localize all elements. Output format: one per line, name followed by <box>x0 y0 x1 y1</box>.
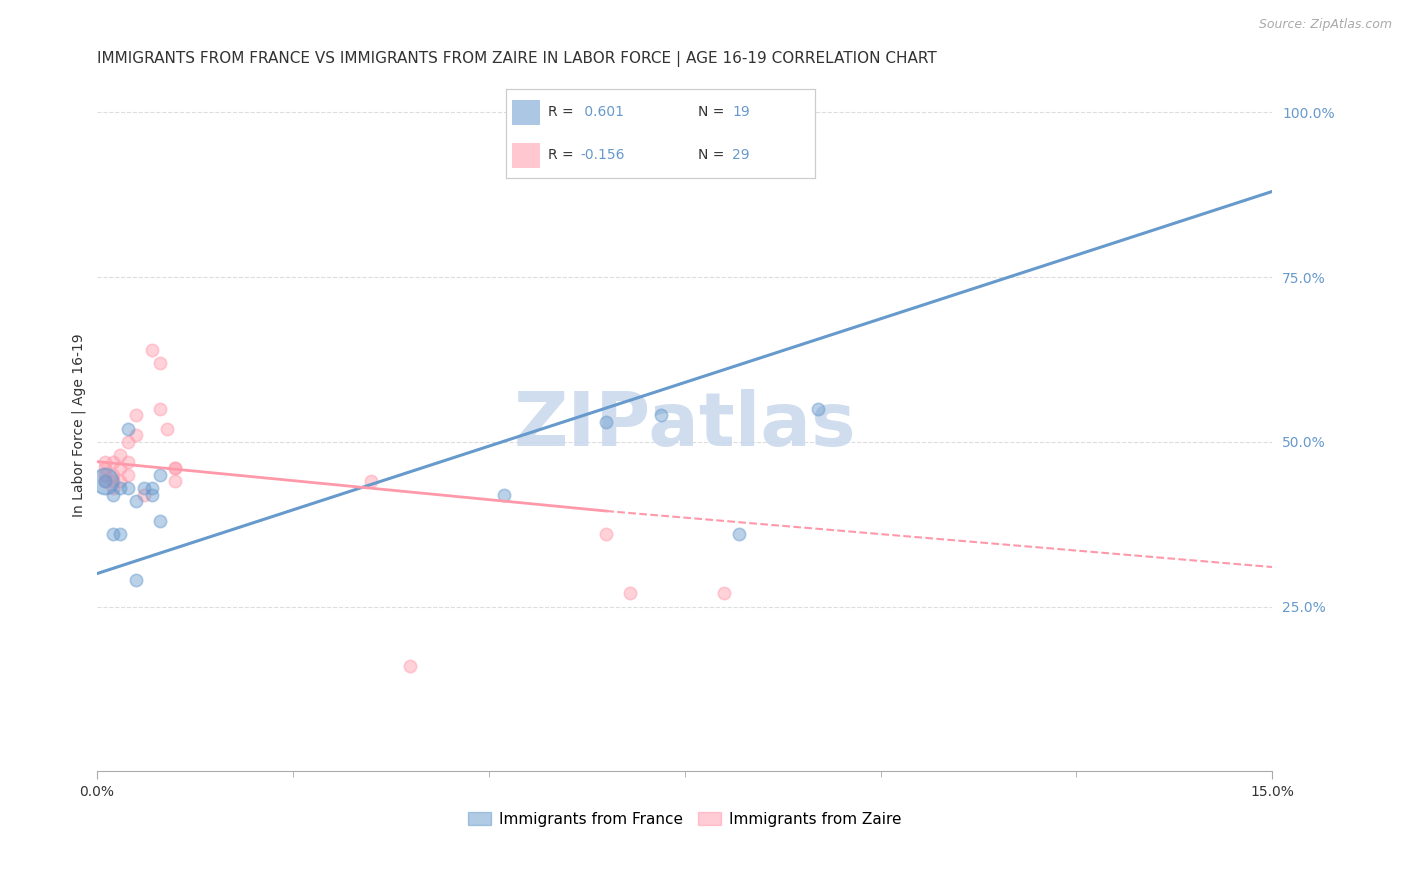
Point <box>110 481 132 495</box>
Point <box>595 527 617 541</box>
Point <box>156 422 179 436</box>
Point <box>93 475 115 489</box>
Point <box>110 527 132 541</box>
Point <box>101 475 124 489</box>
Point <box>110 448 132 462</box>
Point <box>101 454 124 468</box>
Point <box>595 415 617 429</box>
Point <box>125 494 148 508</box>
Point <box>93 454 115 468</box>
Point <box>165 461 187 475</box>
Point <box>132 487 155 501</box>
Point <box>93 475 115 489</box>
Text: N =: N = <box>697 105 728 120</box>
Point <box>141 343 163 357</box>
Point <box>110 475 132 489</box>
Legend: Immigrants from France, Immigrants from Zaire: Immigrants from France, Immigrants from … <box>463 805 907 833</box>
Point <box>713 586 735 600</box>
Point <box>165 461 187 475</box>
Point <box>148 401 170 416</box>
Point <box>141 481 163 495</box>
Point <box>148 514 170 528</box>
Point <box>101 487 124 501</box>
Point <box>399 659 422 673</box>
Y-axis label: In Labor Force | Age 16-19: In Labor Force | Age 16-19 <box>72 334 86 517</box>
Point <box>141 487 163 501</box>
Point <box>148 467 170 482</box>
Text: -0.156: -0.156 <box>581 148 624 162</box>
Point <box>619 586 641 600</box>
Point <box>360 475 382 489</box>
Point <box>101 527 124 541</box>
Point <box>148 356 170 370</box>
Point <box>125 573 148 587</box>
Point <box>650 105 672 120</box>
Point <box>650 409 672 423</box>
Point <box>807 401 830 416</box>
Point <box>93 461 115 475</box>
Text: R =: R = <box>548 148 578 162</box>
Point <box>110 461 132 475</box>
Text: Source: ZipAtlas.com: Source: ZipAtlas.com <box>1258 18 1392 31</box>
Text: N =: N = <box>697 148 728 162</box>
Point <box>132 481 155 495</box>
Point <box>101 481 124 495</box>
Point <box>494 487 516 501</box>
Point <box>117 422 139 436</box>
Text: ZIPatlas: ZIPatlas <box>513 389 856 462</box>
Point <box>101 467 124 482</box>
Text: 19: 19 <box>733 105 749 120</box>
Point <box>125 428 148 442</box>
Text: R =: R = <box>548 105 578 120</box>
Point <box>93 467 115 482</box>
Text: 0.601: 0.601 <box>581 105 624 120</box>
Point <box>117 454 139 468</box>
FancyBboxPatch shape <box>512 100 540 125</box>
Point <box>117 434 139 449</box>
Text: IMMIGRANTS FROM FRANCE VS IMMIGRANTS FROM ZAIRE IN LABOR FORCE | AGE 16-19 CORRE: IMMIGRANTS FROM FRANCE VS IMMIGRANTS FRO… <box>97 51 936 67</box>
Point <box>125 409 148 423</box>
Point <box>165 475 187 489</box>
Point <box>728 527 751 541</box>
Text: 29: 29 <box>733 148 749 162</box>
Point <box>117 481 139 495</box>
Point <box>117 467 139 482</box>
Point <box>93 475 115 489</box>
FancyBboxPatch shape <box>512 143 540 168</box>
